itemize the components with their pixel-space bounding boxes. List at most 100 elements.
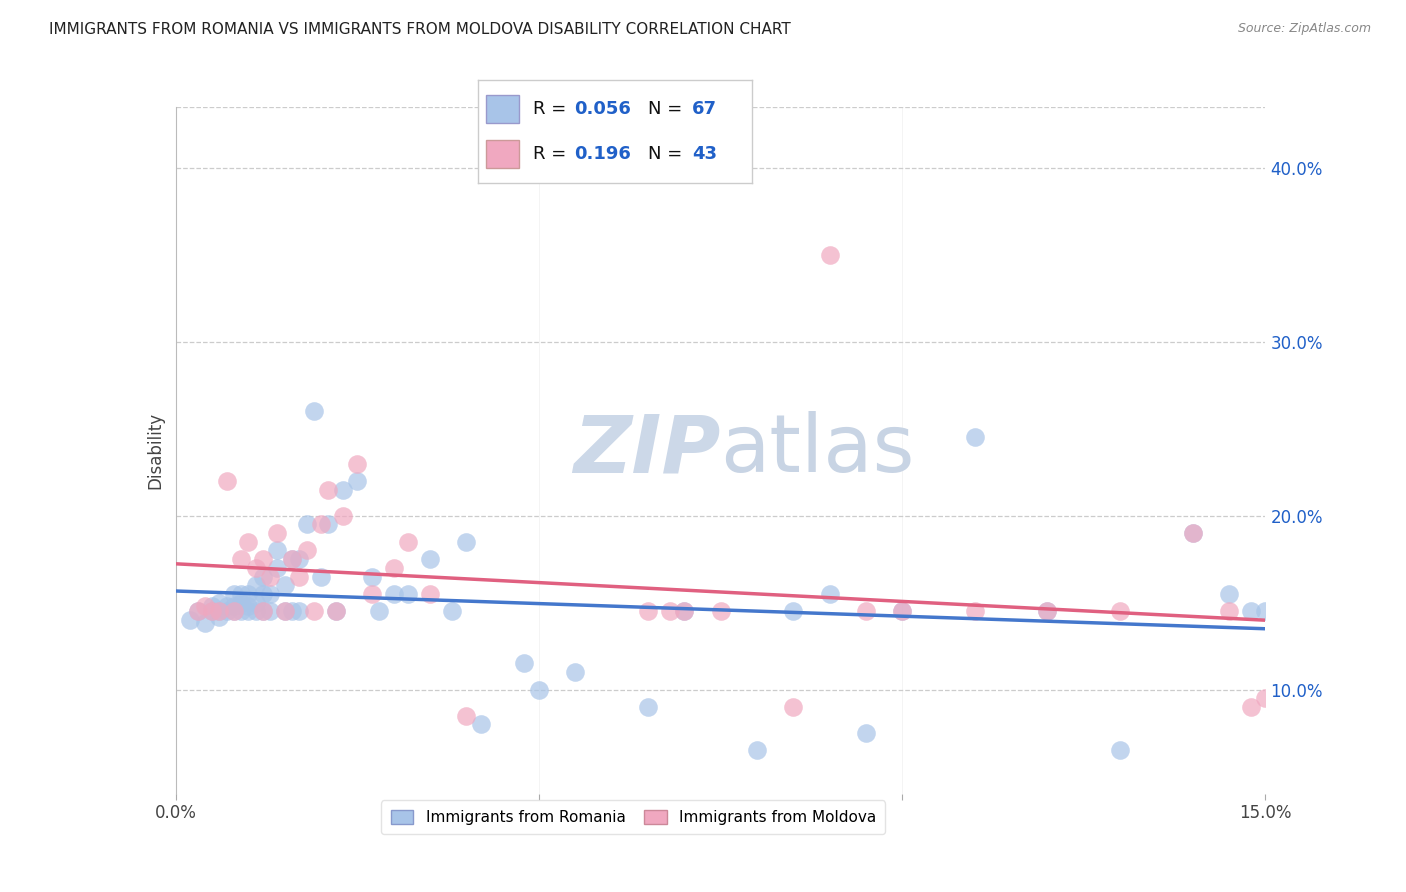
Point: [855, 604, 877, 618]
Point: [440, 604, 463, 618]
Point: [245, 578, 267, 592]
Point: [368, 604, 391, 618]
Point: [396, 534, 419, 549]
Point: [231, 552, 253, 566]
Point: [419, 552, 441, 566]
Text: 0.056: 0.056: [574, 100, 631, 118]
Point: [186, 604, 209, 618]
Point: [637, 700, 659, 714]
Point: [208, 609, 231, 624]
Point: [231, 596, 253, 610]
Point: [382, 561, 405, 575]
Point: [891, 604, 914, 618]
Point: [245, 604, 267, 618]
Point: [673, 604, 696, 618]
Point: [245, 596, 267, 610]
Point: [201, 599, 224, 613]
Point: [745, 743, 768, 757]
Text: Source: ZipAtlas.com: Source: ZipAtlas.com: [1237, 22, 1371, 36]
Text: R =: R =: [533, 145, 567, 163]
Point: [222, 604, 245, 618]
Legend: Immigrants from Romania, Immigrants from Moldova: Immigrants from Romania, Immigrants from…: [381, 800, 886, 834]
Point: [266, 543, 288, 558]
Point: [346, 457, 368, 471]
Point: [360, 587, 382, 601]
Point: [564, 665, 586, 680]
Point: [259, 604, 281, 618]
FancyBboxPatch shape: [486, 140, 519, 169]
Point: [673, 604, 696, 618]
Text: 67: 67: [692, 100, 717, 118]
Point: [274, 578, 297, 592]
Point: [309, 517, 332, 532]
Text: atlas: atlas: [721, 411, 915, 490]
Point: [252, 604, 274, 618]
Y-axis label: Disability: Disability: [146, 412, 165, 489]
Point: [201, 604, 224, 618]
Text: 0.196: 0.196: [574, 145, 631, 163]
Point: [1218, 587, 1240, 601]
Point: [318, 483, 340, 497]
Point: [222, 604, 245, 618]
Point: [1181, 526, 1204, 541]
Point: [215, 474, 238, 488]
Point: [332, 508, 354, 523]
FancyBboxPatch shape: [486, 95, 519, 123]
Point: [963, 430, 986, 444]
Point: [332, 483, 354, 497]
Point: [252, 587, 274, 601]
Text: N =: N =: [648, 145, 682, 163]
Text: R =: R =: [533, 100, 567, 118]
Point: [456, 534, 478, 549]
Point: [186, 604, 209, 618]
Point: [288, 604, 311, 618]
Point: [302, 404, 325, 418]
Point: [855, 726, 877, 740]
Point: [782, 700, 804, 714]
Point: [325, 604, 347, 618]
Point: [1254, 604, 1277, 618]
Point: [318, 517, 340, 532]
Point: [252, 552, 274, 566]
Point: [266, 526, 288, 541]
Text: IMMIGRANTS FROM ROMANIA VS IMMIGRANTS FROM MOLDOVA DISABILITY CORRELATION CHART: IMMIGRANTS FROM ROMANIA VS IMMIGRANTS FR…: [49, 22, 792, 37]
Point: [259, 569, 281, 583]
Point: [208, 604, 231, 618]
Point: [346, 474, 368, 488]
Point: [470, 717, 492, 731]
Point: [295, 543, 318, 558]
Point: [222, 587, 245, 601]
Point: [1254, 691, 1277, 706]
Point: [1036, 604, 1059, 618]
Point: [238, 604, 260, 618]
Point: [288, 569, 311, 583]
Text: 43: 43: [692, 145, 717, 163]
Point: [259, 587, 281, 601]
Point: [281, 552, 304, 566]
Point: [208, 604, 231, 618]
Point: [710, 604, 733, 618]
Point: [891, 604, 914, 618]
Point: [1240, 700, 1263, 714]
Point: [658, 604, 681, 618]
Point: [1240, 604, 1263, 618]
Point: [215, 599, 238, 613]
Point: [194, 599, 217, 613]
Point: [309, 569, 332, 583]
Point: [382, 587, 405, 601]
Point: [208, 596, 231, 610]
Point: [238, 587, 260, 601]
Text: N =: N =: [648, 100, 682, 118]
Point: [281, 604, 304, 618]
Point: [325, 604, 347, 618]
Point: [818, 587, 841, 601]
Point: [194, 616, 217, 631]
Point: [1109, 743, 1132, 757]
Point: [288, 552, 311, 566]
Point: [215, 604, 238, 618]
Point: [1181, 526, 1204, 541]
Point: [274, 604, 297, 618]
Point: [513, 657, 536, 671]
Point: [274, 604, 297, 618]
Point: [179, 613, 201, 627]
